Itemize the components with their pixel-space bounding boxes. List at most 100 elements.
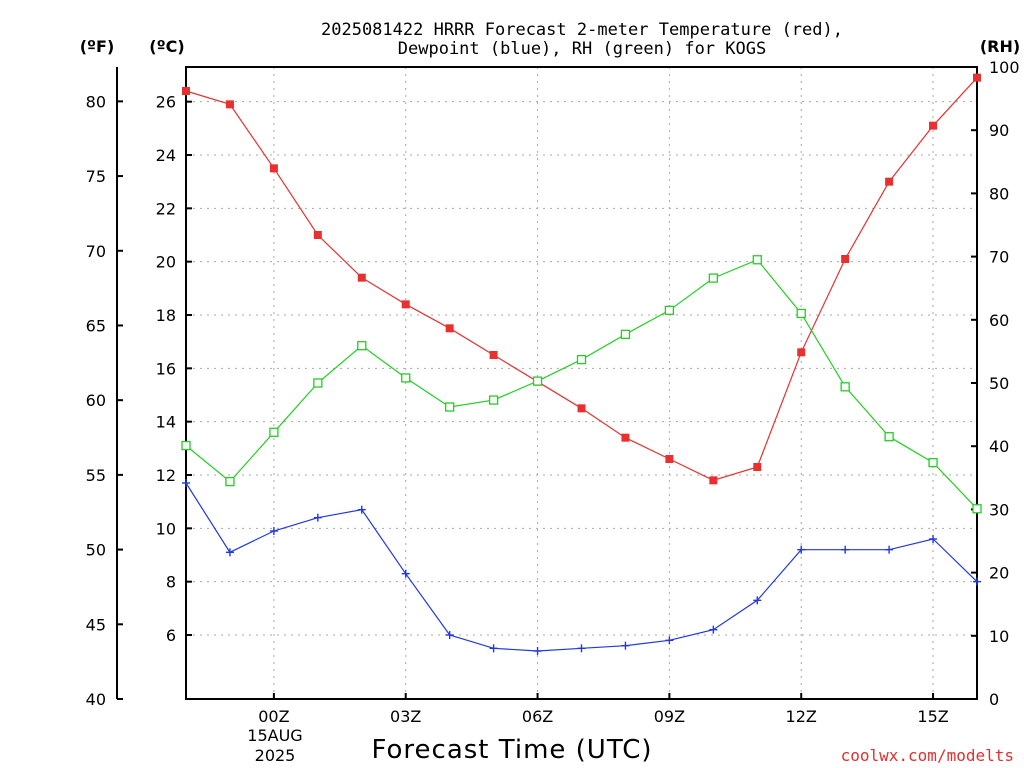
rh-point: [796, 308, 806, 319]
rh-point: [445, 402, 455, 412]
rh-point: [532, 376, 543, 386]
dewpoint-point: [225, 548, 234, 557]
dewpoint-series: [182, 479, 981, 655]
x-tick-label: 00Z: [258, 707, 289, 726]
x-tick-label: 09Z: [654, 707, 685, 726]
fahrenheit-tick-label: 70: [86, 242, 106, 261]
grid-lines: [186, 67, 977, 699]
temperature-series: [182, 73, 981, 485]
celsius-tick-label: 22: [156, 199, 176, 218]
rh-point: [357, 341, 367, 351]
rh-point: [620, 329, 631, 339]
dewpoint-point: [973, 577, 981, 586]
temperature-point: [313, 231, 322, 239]
fahrenheit-tick-label: 45: [86, 615, 106, 634]
dewpoint-point: [269, 527, 278, 535]
dewpoint-point: [929, 535, 938, 543]
temperature-point: [797, 348, 806, 357]
dewpoint-point: [665, 636, 674, 645]
temperature-point: [577, 404, 586, 413]
date-label-year: 2025: [255, 746, 296, 765]
celsius-tick-label: 18: [156, 306, 176, 325]
celsius-tick-label: 26: [156, 93, 176, 112]
celsius-tick-label: 6: [166, 626, 176, 645]
temperature-point: [753, 463, 762, 471]
rh-point: [884, 432, 894, 442]
rh-point: [708, 273, 718, 283]
dewpoint-point: [357, 505, 366, 514]
fahrenheit-tick-label: 75: [86, 167, 106, 186]
rh-tick-label: 100: [989, 58, 1020, 77]
x-axis-label: Forecast Time (UTC): [371, 735, 652, 765]
temperature-point: [973, 73, 981, 82]
rh-point: [225, 476, 235, 487]
series-clip-group: [181, 73, 982, 655]
temperature-point: [225, 100, 234, 109]
dewpoint-point: [182, 479, 190, 487]
date-label-day: 15AUG: [247, 726, 302, 745]
fahrenheit-tick-label: 40: [86, 690, 106, 709]
rh-tick-label: 50: [989, 374, 1009, 393]
celsius-tick-label: 8: [166, 573, 176, 592]
dewpoint-point: [577, 644, 586, 653]
rh-point: [488, 395, 499, 405]
fahrenheit-tick-label: 65: [86, 316, 106, 335]
dewpoint-point: [621, 641, 630, 650]
rh-point: [840, 382, 850, 392]
rh-tick-label: 20: [989, 564, 1009, 583]
x-tick-label: 12Z: [786, 707, 817, 726]
temperature-point: [401, 300, 410, 309]
temperature-point: [709, 476, 718, 485]
rh-tick-label: 10: [989, 627, 1009, 646]
rh-tick-label: 60: [989, 311, 1009, 330]
rh-point: [313, 378, 323, 388]
rh-point: [181, 440, 191, 451]
temperature-point: [885, 177, 894, 186]
temperature-point: [621, 433, 630, 442]
rh-point: [576, 354, 587, 365]
rh-tick-label: 90: [989, 121, 1009, 140]
chart-title-line-2: Dewpoint (blue), RH (green) for KOGS: [398, 39, 766, 59]
dewpoint-point: [841, 545, 850, 554]
temperature-point: [841, 255, 850, 263]
temperature-point: [269, 164, 278, 173]
dewpoint-point: [797, 545, 806, 554]
rh-point: [401, 373, 411, 383]
credit-text: coolwx.com/modelts: [841, 746, 1014, 765]
rh-point: [752, 255, 762, 265]
celsius-tick-label: 24: [156, 146, 176, 165]
celsius-tick-label: 14: [156, 413, 176, 432]
rh-line: [185, 259, 978, 510]
rh-point: [928, 457, 938, 468]
temperature-point: [665, 455, 674, 463]
x-tick-label: 03Z: [390, 707, 421, 726]
temperature-point: [182, 87, 190, 95]
plot-frame: [185, 66, 978, 700]
celsius-tick-label: 10: [156, 519, 176, 538]
dewpoint-point: [753, 596, 762, 605]
rh-tick-label: 80: [989, 184, 1009, 203]
dewpoint-point: [533, 647, 542, 655]
chart-title-line-1: 2025081422 HRRR Forecast 2-meter Tempera…: [321, 20, 843, 40]
fahrenheit-tick-label: 55: [86, 466, 106, 485]
temperature-point: [445, 324, 454, 333]
rh-point: [269, 427, 279, 437]
x-tick-label: 15Z: [917, 707, 948, 726]
celsius-tick-label: 12: [156, 466, 176, 485]
rh-tick-label: 40: [989, 437, 1009, 456]
dewpoint-point: [445, 631, 454, 639]
temperature-point: [929, 121, 938, 130]
rh-tick-label: 30: [989, 500, 1009, 519]
rh-tick-label: 70: [989, 248, 1009, 267]
rh-unit-label: (RH): [980, 37, 1020, 56]
rh-series: [181, 255, 982, 514]
data-series: [181, 73, 982, 655]
dewpoint-point: [709, 625, 718, 634]
dewpoint-point: [313, 513, 322, 522]
fahrenheit-tick-label: 50: [86, 541, 106, 560]
dewpoint-point: [401, 569, 410, 578]
rh-point: [972, 504, 982, 514]
rh-tick-label: 0: [989, 690, 999, 709]
celsius-unit-label: (ºC): [149, 37, 184, 56]
